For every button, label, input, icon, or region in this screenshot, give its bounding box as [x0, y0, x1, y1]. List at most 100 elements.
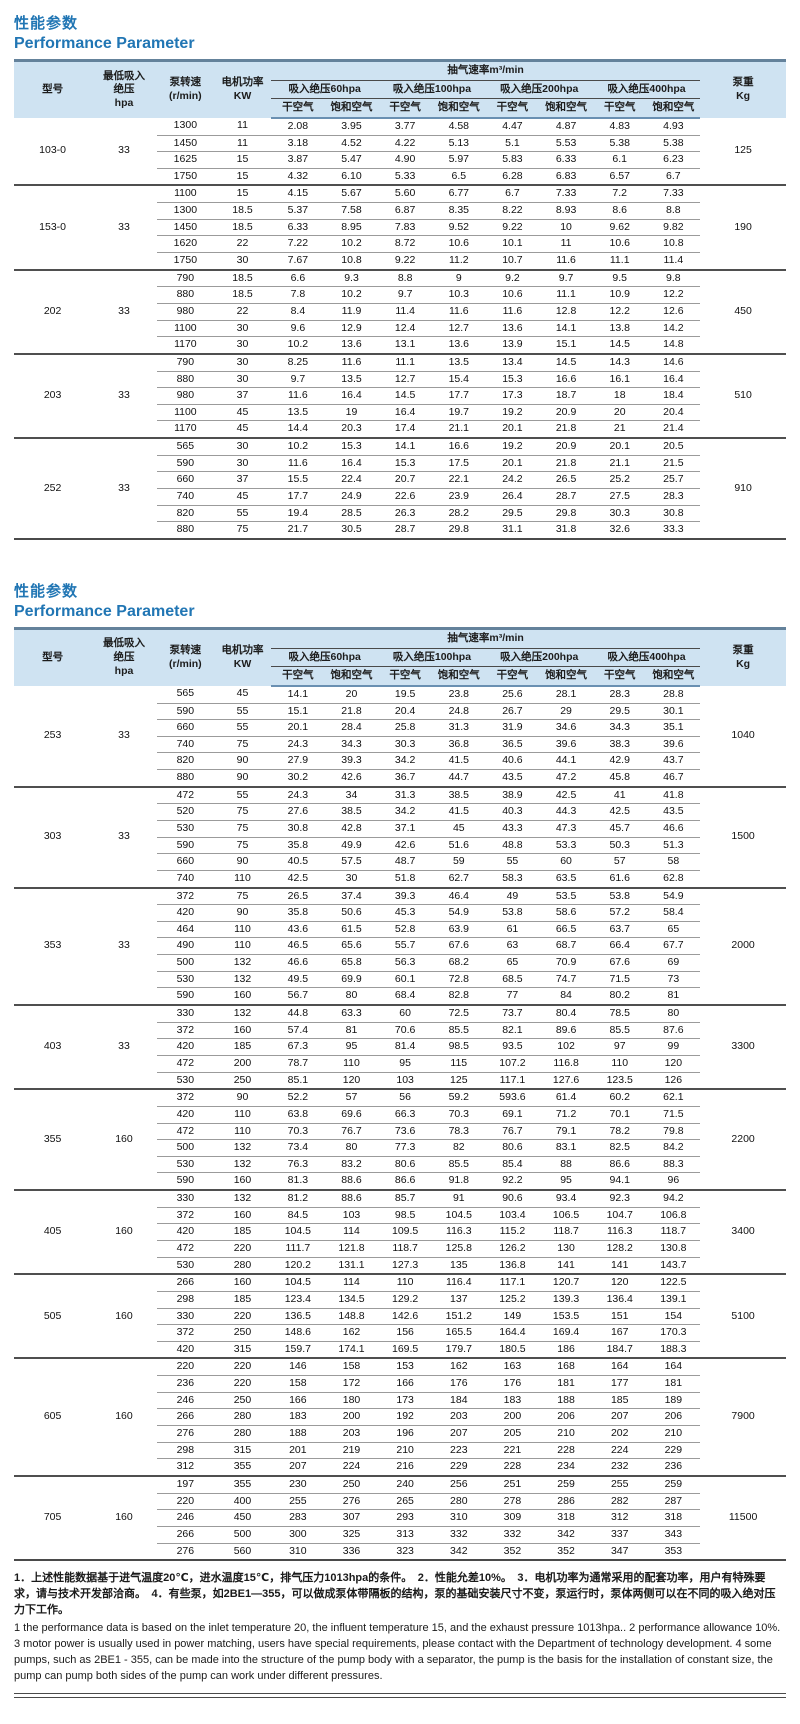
- table-cell: 28.3: [646, 488, 701, 506]
- table-cell: 10.7: [485, 252, 540, 270]
- table-cell: 197: [156, 1474, 214, 1494]
- table-cell: 318: [539, 1509, 593, 1527]
- table-cell: 78.7: [271, 1054, 325, 1073]
- table-cell: 58.3: [485, 869, 540, 888]
- table-cell: 343: [646, 1525, 701, 1544]
- table-cell: 164: [592, 1357, 647, 1376]
- table-cell: 70.9: [539, 954, 593, 972]
- table-cell: 13.8: [592, 319, 647, 337]
- table-row: 530 250 85.1 120 103 125 117.1 127.6 123.5 126: [14, 1071, 786, 1090]
- table-cell: 75: [213, 521, 272, 539]
- table-cell: 7.58: [324, 202, 379, 220]
- table-cell: 47.2: [539, 769, 593, 787]
- table-cell: 166: [271, 1391, 325, 1409]
- table-cell: 24.2: [485, 471, 540, 489]
- table-cell: 3.87: [271, 151, 325, 169]
- table-cell: 11.6: [271, 387, 325, 405]
- table-cell: 255: [592, 1474, 647, 1494]
- weight-cell: 11500: [700, 1474, 786, 1561]
- table-cell: 104.5: [271, 1223, 325, 1241]
- table-cell: 10: [539, 218, 593, 236]
- table-cell: 20.1: [271, 719, 325, 737]
- table-cell: 560: [213, 1542, 272, 1561]
- table-cell: 68.5: [485, 970, 540, 988]
- model-cell: 705: [14, 1474, 92, 1561]
- table-cell: 34.6: [539, 719, 593, 737]
- table-cell: 63.8: [271, 1105, 325, 1124]
- table-cell: 36.5: [485, 735, 540, 753]
- table-cell: 26.3: [378, 504, 432, 522]
- table-cell: 14.5: [539, 352, 593, 372]
- table-cell: 21.1: [431, 420, 486, 439]
- table-cell: 11: [213, 134, 272, 152]
- table-cell: 590: [156, 1172, 214, 1191]
- table-cell: 136.4: [592, 1290, 647, 1309]
- table-cell: 120.2: [271, 1256, 325, 1275]
- table-cell: 132: [213, 1189, 272, 1208]
- table-cell: 236: [646, 1458, 701, 1476]
- table-row: 590 30 11.6 16.4 15.3 17.5 20.1 21.8 21.1 21.5: [14, 454, 786, 472]
- table-cell: 4.93: [663, 119, 684, 132]
- table-cell: 353: [646, 1542, 701, 1561]
- table-cell: 67.3: [271, 1038, 325, 1056]
- table-cell: 30: [213, 252, 272, 270]
- table-cell: 8.72: [378, 235, 432, 253]
- table-cell: 25.6: [502, 687, 523, 700]
- table-cell: 114: [324, 1223, 379, 1241]
- table-cell: 183: [485, 1391, 540, 1409]
- table-cell: 740: [156, 735, 214, 753]
- table-cell: 206: [539, 1408, 593, 1426]
- table-cell: 116.4: [431, 1273, 486, 1292]
- table-cell: 55: [213, 785, 272, 804]
- table-cell: 12.6: [646, 302, 701, 321]
- table-cell: 490: [156, 937, 214, 955]
- table-cell: 35.8: [271, 836, 325, 854]
- table-cell: 106.5: [539, 1206, 593, 1224]
- table-cell: 1100: [156, 319, 214, 337]
- table-cell: 65.6: [324, 937, 379, 955]
- table-cell: 1450: [156, 218, 214, 236]
- table-cell: 33.3: [646, 521, 701, 539]
- table-cell: 30.3: [592, 504, 647, 522]
- table-cell: 88.6: [324, 1172, 379, 1191]
- table-cell: 110: [213, 869, 272, 888]
- table-cell: 116.8: [539, 1054, 593, 1073]
- table-cell: 4.52: [324, 134, 379, 152]
- table-cell: 229: [646, 1441, 701, 1459]
- table-cell: 11.4: [646, 252, 701, 270]
- table-cell: 25.8: [378, 719, 432, 737]
- table-cell: 206: [646, 1408, 701, 1426]
- table-cell: 980: [156, 387, 214, 405]
- table-cell: 12.4: [378, 319, 432, 337]
- table-cell: 251: [485, 1474, 540, 1494]
- table-cell: 188: [539, 1391, 593, 1409]
- table-row: 1170 30 10.2 13.6 13.1 13.6 13.9 15.1 14.5 14.8: [14, 336, 786, 354]
- table-cell: 62.7: [431, 869, 486, 888]
- col-model: 型号: [14, 60, 92, 118]
- table-cell: 81: [324, 1021, 379, 1039]
- table-cell: 28.7: [539, 488, 593, 506]
- header-row: 型号 最低吸入 绝压 hpa 泵转速 (r/min) 电机功率 KW 抽气速率m³/mi…: [14, 628, 786, 686]
- table-cell: 21.4: [646, 420, 701, 439]
- table-cell: 82.5: [592, 1139, 647, 1157]
- table-cell: 60.2: [592, 1088, 647, 1107]
- table-cell: 109.5: [378, 1223, 432, 1241]
- table-cell: 330: [156, 1189, 214, 1208]
- table-cell: 880: [156, 769, 214, 787]
- weight-cell: 3400: [700, 1189, 786, 1275]
- table-cell: 4.58: [448, 119, 469, 132]
- pressure-cell: 160: [91, 1474, 157, 1561]
- table-cell: 73.7: [485, 1004, 540, 1023]
- table-cell: 14.2: [646, 319, 701, 337]
- table-cell: 30: [213, 319, 272, 337]
- table-cell: 15: [213, 167, 272, 186]
- table-cell: 160: [213, 1273, 272, 1292]
- table-cell: 6.7: [485, 184, 540, 203]
- table-cell: 24.9: [324, 488, 379, 506]
- table-cell: 19: [324, 403, 379, 421]
- table-cell: 336: [324, 1542, 379, 1561]
- table-cell: 104.5: [431, 1206, 486, 1224]
- table-cell: 110: [592, 1054, 647, 1073]
- table-cell: 820: [156, 752, 214, 770]
- table-cell: 91.8: [431, 1172, 486, 1191]
